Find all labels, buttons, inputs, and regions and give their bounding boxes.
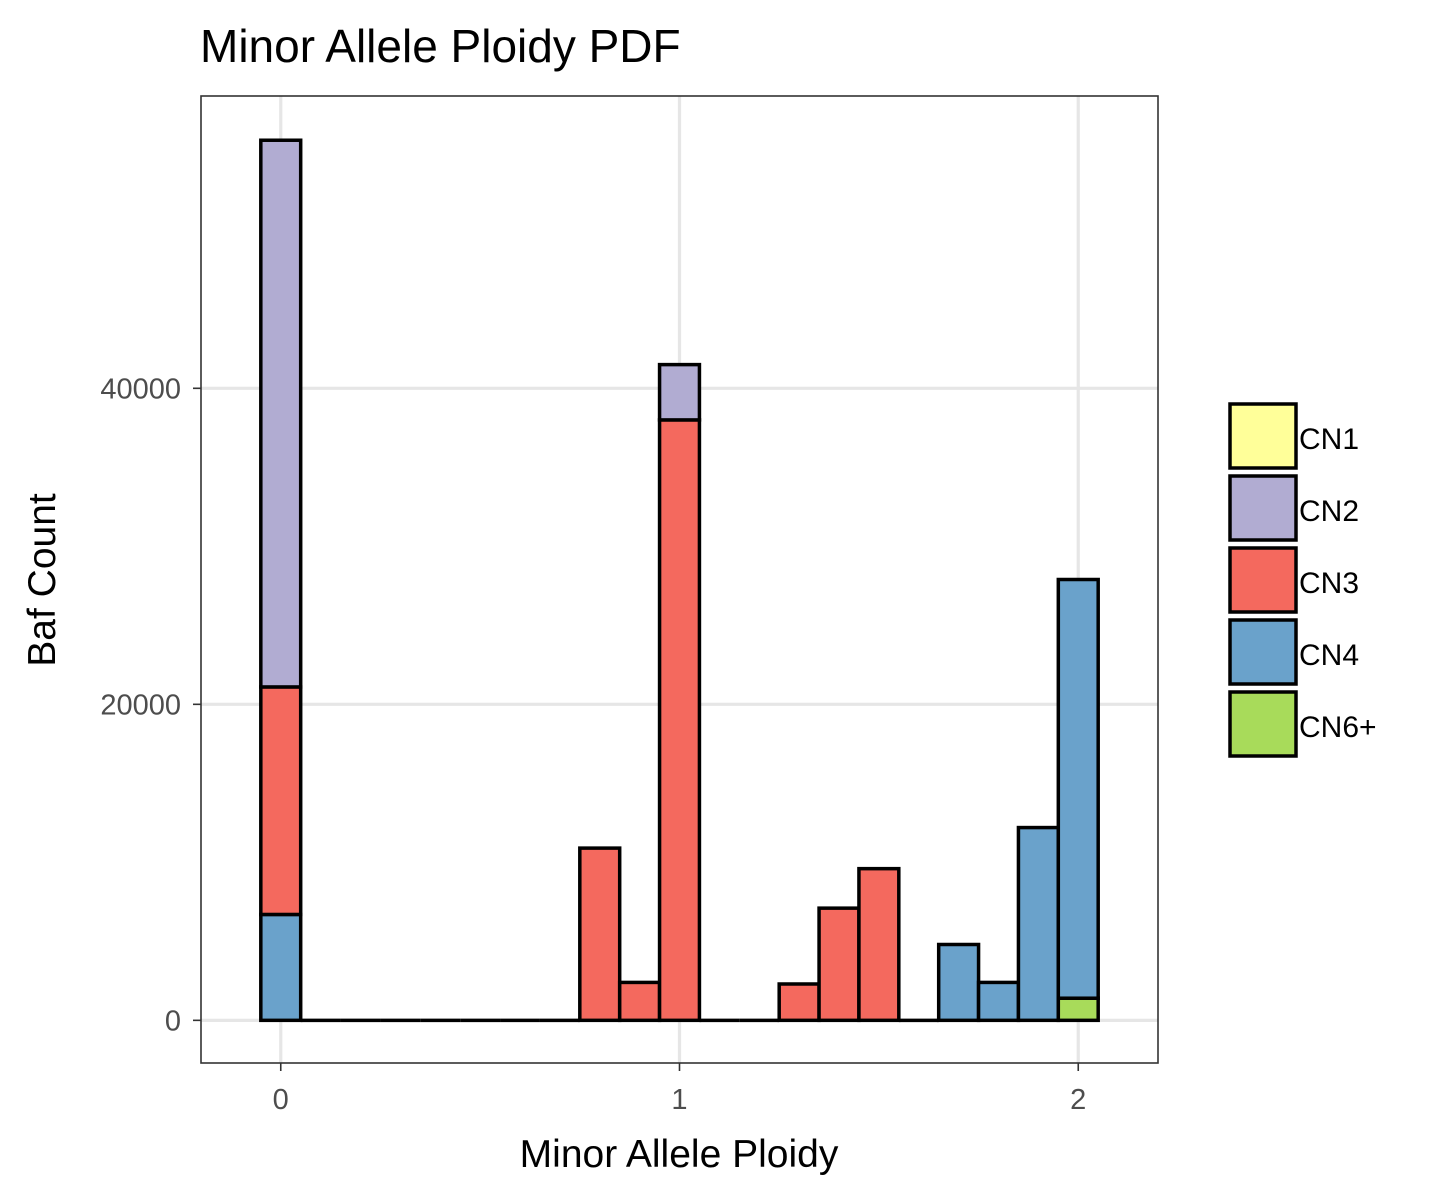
bar-15-cn3 [857,866,901,1023]
bars [259,138,1100,1023]
legend-label-cn4: CN4 [1299,639,1359,672]
bar-20-cn4 [1056,577,1100,1000]
x-axis-label: Minor Allele Ploidy [520,1133,839,1176]
bar-10-cn3 [657,418,702,1023]
legend-key-cn1 [1228,402,1298,470]
bar-20-cn6plus [1056,996,1100,1023]
legend-key-cn4 [1228,618,1298,686]
bar-8-cn3 [578,846,622,1023]
y-tick-label-2: 40000 [100,373,181,405]
legend-key-cn2 [1228,474,1298,542]
legend-label-cn1: CN1 [1299,423,1359,456]
bar-9-cn3 [617,980,662,1023]
bar-0-cn4 [259,912,303,1023]
legend: CN1 CN2 CN3 CN4 CN6+ [1228,402,1377,758]
bar-0-cn2 [259,138,303,689]
y-axis-label: Baf Count [21,493,64,667]
y-axis-ticks: 0 20000 40000 [100,373,201,1037]
x-axis-ticks: 0 1 2 [273,1063,1086,1116]
x-tick-label-1: 1 [671,1084,687,1116]
legend-label-cn6plus: CN6+ [1299,711,1377,744]
legend-label-cn3: CN3 [1299,567,1359,600]
y-tick-label-0: 0 [165,1005,181,1037]
x-tick-label-2: 2 [1070,1084,1086,1116]
bar-13-cn3 [777,982,821,1023]
x-tick-label-0: 0 [273,1084,289,1116]
bar-17-cn4 [936,942,981,1023]
legend-label-cn2: CN2 [1299,495,1359,528]
bar-10-cn2 [657,362,702,422]
bar-19-cn4 [1016,825,1061,1023]
bar-18-cn4 [976,980,1021,1023]
y-tick-label-1: 20000 [100,689,181,721]
bar-0-cn3 [259,685,303,917]
bar-14-cn3 [817,906,861,1023]
chart-title: Minor Allele Ploidy PDF [200,20,681,72]
legend-key-cn6plus [1228,690,1298,758]
legend-key-cn3 [1228,546,1298,614]
